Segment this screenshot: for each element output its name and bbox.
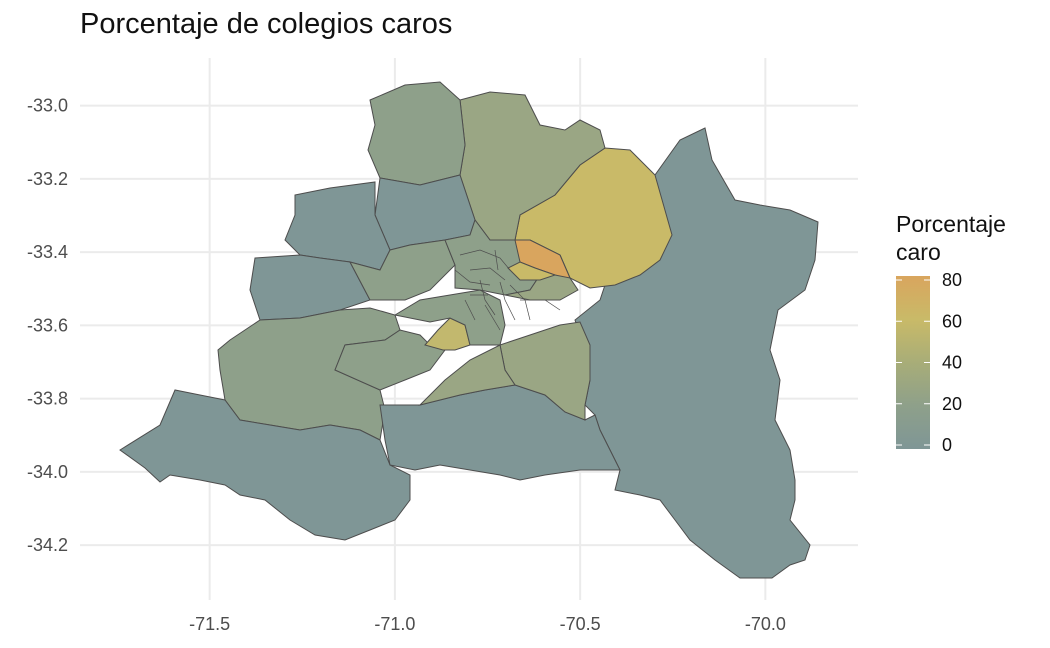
region-southwest	[119, 389, 411, 541]
region-las-condes	[507, 261, 557, 281]
region-buin	[418, 344, 516, 406]
region-west-1	[249, 254, 371, 321]
legend-break-label: 80	[942, 270, 962, 290]
commune-borders	[454, 249, 561, 331]
map-regions	[119, 81, 819, 579]
legend-break-label: 60	[942, 311, 962, 331]
x-tick-label: -71.0	[374, 614, 415, 634]
y-tick-label: -33.2	[27, 169, 68, 189]
region-northwest	[367, 81, 466, 186]
y-tick-label: -33.4	[27, 242, 68, 262]
legend-title-line1: Porcentaje	[896, 211, 1006, 237]
y-tick-label: -34.2	[27, 535, 68, 555]
region-centro-sur	[393, 289, 506, 346]
legend-title-line2: caro	[896, 239, 941, 265]
y-tick-label: -33.6	[27, 315, 68, 335]
y-tick-label: -33.8	[27, 389, 68, 409]
x-tick-label: -71.5	[189, 614, 230, 634]
legend-break-label: 20	[942, 394, 962, 414]
axes: -71.5 -71.0 -70.5 -70.0 -33.0 -33.2 -33.4 -33.6…	[27, 96, 786, 634]
chart-title: Porcentaje de colegios caros	[80, 8, 453, 40]
y-tick-label: -33.0	[27, 96, 68, 116]
legend-break-label: 0	[942, 435, 952, 455]
x-tick-label: -70.0	[745, 614, 786, 634]
y-tick-label: -34.0	[27, 462, 68, 482]
x-tick-label: -70.5	[560, 614, 601, 634]
legend-break-label: 40	[942, 353, 962, 373]
